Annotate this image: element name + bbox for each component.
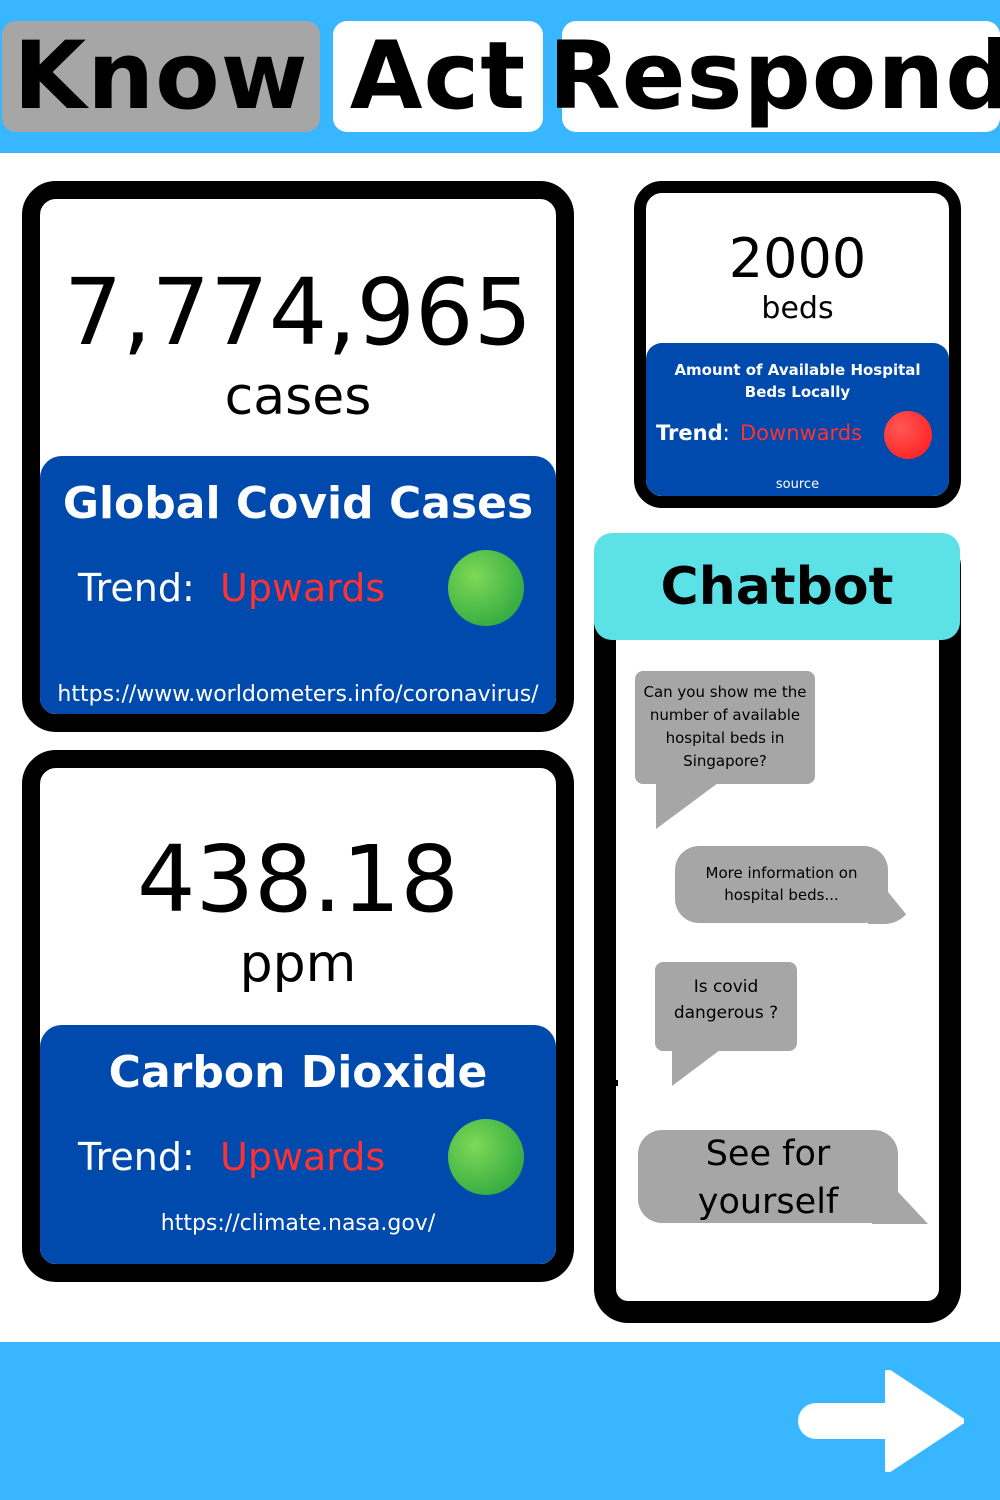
beds-title: Amount of Available Hospital Beds Locall… (674, 361, 921, 401)
chat-message-user-1[interactable]: Can you show me the number of available … (635, 671, 815, 784)
tab-know[interactable]: Know (2, 21, 320, 132)
cases-source-link[interactable]: https://www.worldometers.info/coronaviru… (57, 682, 539, 707)
chat-message-bot-2-text: See for yourself (697, 1134, 839, 1222)
co2-trend-value: Upwards (220, 1135, 386, 1179)
carbon-dioxide-card: 438.18 ppm Carbon Dioxide Trend: Upwards… (22, 750, 574, 1282)
cases-title: Global Covid Cases (62, 478, 534, 529)
beds-trend-label: Trend: (656, 421, 730, 445)
co2-trend-indicator-icon (448, 1119, 524, 1195)
beds-info-panel: Amount of Available Hospital Beds Locall… (646, 343, 949, 496)
chat-message-user-2[interactable]: Is covid dangerous ? (655, 962, 797, 1051)
hospital-beds-card: 2000 beds Amount of Available Hospital B… (634, 181, 961, 508)
chat-message-bot-1[interactable]: More information on hospital beds... (675, 846, 888, 923)
chat-bubble-tail-1 (656, 783, 718, 829)
co2-source-link[interactable]: https://climate.nasa.gov/ (160, 1211, 436, 1236)
co2-info-panel: Carbon Dioxide Trend: Upwards https://cl… (40, 1025, 556, 1264)
tab-respond[interactable]: Respond (548, 21, 1000, 132)
cases-trend-indicator-icon (448, 550, 524, 626)
beds-unit: beds (761, 291, 834, 326)
right-arrow-icon[interactable] (796, 1369, 965, 1473)
beds-trend-colon: : (722, 421, 730, 445)
co2-trend-label: Trend: (78, 1135, 195, 1179)
text-cursor-mark (604, 1080, 618, 1116)
chat-message-bot-2[interactable]: See for yourself (638, 1130, 898, 1223)
cases-info-panel: Global Covid Cases Trend: Upwards https:… (40, 456, 556, 714)
chatbot-title: Chatbot (594, 533, 960, 640)
covid-cases-card: 7,774,965 cases Global Covid Cases Trend… (22, 181, 574, 732)
co2-unit: ppm (239, 934, 357, 994)
beds-source-link[interactable]: source (775, 477, 820, 492)
chat-bubble-tail-3 (672, 1050, 720, 1086)
beds-value: 2000 (728, 227, 867, 290)
beds-trend-label-text: Trend (656, 421, 723, 445)
beds-trend-indicator-icon (884, 411, 932, 459)
tab-act[interactable]: Act (333, 21, 543, 132)
cases-trend-label: Trend: (78, 566, 195, 610)
beds-trend-value: Downwards (740, 421, 863, 445)
cases-unit: cases (224, 367, 372, 427)
cases-value: 7,774,965 (63, 259, 533, 366)
co2-value: 438.18 (137, 826, 459, 933)
co2-title: Carbon Dioxide (108, 1047, 488, 1098)
cases-trend-value: Upwards (220, 566, 386, 610)
